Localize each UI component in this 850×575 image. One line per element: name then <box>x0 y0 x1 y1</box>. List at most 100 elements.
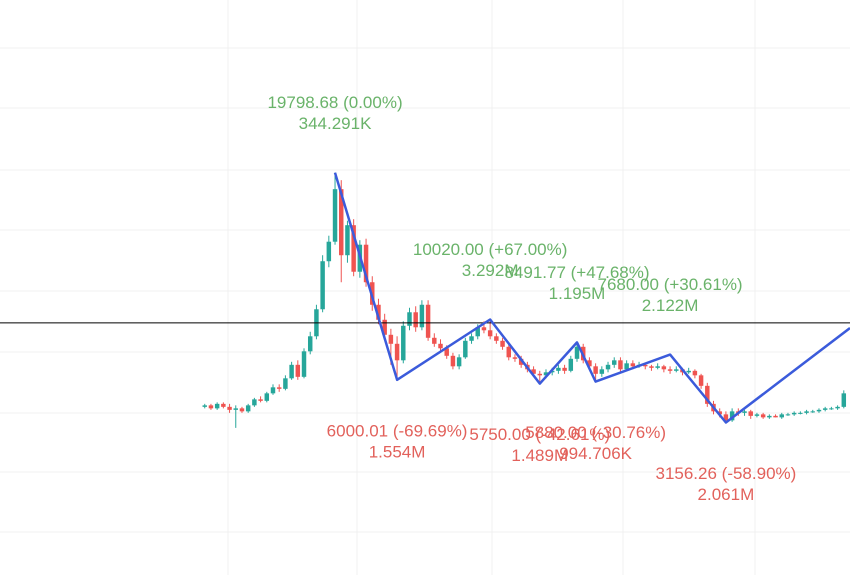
pivot-volume: 2.122M <box>642 296 699 315</box>
candle-body <box>221 403 226 407</box>
candle-body <box>339 189 344 256</box>
candle-body <box>413 312 418 328</box>
candle-body <box>748 411 753 416</box>
candle-body <box>264 393 270 401</box>
candle-body <box>791 412 797 415</box>
candle-body <box>394 343 400 361</box>
candle-body <box>345 225 350 256</box>
candle-body <box>208 405 214 409</box>
candle-body <box>419 304 425 328</box>
candle-body <box>723 414 729 421</box>
candle-body <box>245 405 251 412</box>
pivot-label: 8491.77 (+47.68%) <box>504 263 649 282</box>
candle-body <box>698 375 704 386</box>
candle-body <box>624 363 629 370</box>
candle-body <box>233 408 238 410</box>
candle-body <box>562 367 567 371</box>
pivot-volume: 1.195M <box>549 284 606 303</box>
candle-body <box>307 336 313 352</box>
candle-body <box>674 369 679 371</box>
candle-body <box>407 312 412 326</box>
candle-body <box>556 367 561 371</box>
candle-body <box>283 378 288 389</box>
candle-body <box>463 340 468 358</box>
candle-body <box>816 409 822 412</box>
candle-body <box>202 405 207 407</box>
candle-body <box>835 406 840 409</box>
candle-body <box>568 358 574 371</box>
candle-body <box>450 355 456 367</box>
candle-body <box>351 225 356 272</box>
candle-body <box>512 357 518 359</box>
candle-body <box>754 414 760 416</box>
candle-body <box>425 304 431 338</box>
candle-body <box>612 360 617 365</box>
zigzag-line <box>333 172 850 424</box>
candle-body <box>760 414 766 418</box>
candle-body <box>829 408 834 410</box>
candle-body <box>705 385 710 404</box>
pivot-volume: 2.061M <box>698 485 755 504</box>
candle-body <box>729 411 735 421</box>
candle-body <box>661 366 667 370</box>
candle-body <box>822 408 828 410</box>
candle-body <box>798 412 803 414</box>
candle-body <box>289 364 294 379</box>
pivot-volume: 1.489M <box>511 446 568 465</box>
candle-body <box>804 411 809 413</box>
candle-body <box>382 319 387 335</box>
candle-body <box>444 348 449 356</box>
candle-body <box>599 369 605 374</box>
candle-body <box>326 241 332 262</box>
candle-body <box>258 399 263 401</box>
candle-body <box>649 366 654 368</box>
candle-body <box>332 189 338 242</box>
pivot-volume: 1.554M <box>369 442 426 461</box>
candle-body <box>692 370 698 376</box>
candle-body <box>643 364 648 367</box>
candle-body <box>270 387 276 394</box>
candle-body <box>518 358 524 365</box>
candle-body <box>456 357 462 367</box>
candle-body <box>543 372 549 376</box>
candle-body <box>301 351 307 377</box>
candle-body <box>469 336 474 341</box>
candle-body <box>593 366 598 374</box>
candle-body <box>388 334 394 344</box>
candle-body <box>767 415 772 418</box>
candle-body <box>276 387 282 389</box>
candle-body <box>630 363 636 367</box>
candle-body <box>841 393 847 407</box>
candle-body <box>667 369 673 371</box>
pivot-volume: 3.292M <box>462 261 519 280</box>
candle-body <box>785 414 791 416</box>
candle-body <box>401 325 406 361</box>
candle-body <box>773 415 778 418</box>
pivot-label: 10020.00 (+67.00%) <box>413 240 568 259</box>
candle-body <box>239 408 245 412</box>
candle-body <box>214 403 220 409</box>
pivot-label: 3156.26 (-58.90%) <box>655 464 796 483</box>
candle-body <box>320 261 325 310</box>
candle-body <box>475 327 480 337</box>
candle-body <box>500 340 505 347</box>
candle-body <box>537 373 543 376</box>
candle-body <box>438 343 443 349</box>
candle-body <box>618 360 623 370</box>
pivot-label: 19798.68 (0.00%) <box>267 93 402 112</box>
candle-body <box>252 399 257 406</box>
pivot-volume: 994.706K <box>559 444 632 463</box>
candle-body <box>779 414 784 418</box>
candle-body <box>587 360 592 367</box>
candle-body <box>295 364 301 377</box>
candle-body <box>487 330 493 337</box>
pivot-label: 6000.01 (-69.69%) <box>327 421 468 440</box>
pivot-label: 5880.00 (-30.76%) <box>525 423 666 442</box>
candle-body <box>227 406 232 410</box>
candle-body <box>574 346 580 359</box>
pivot-volume: 344.291K <box>299 114 372 133</box>
pivot-label: 7680.00 (+30.61%) <box>598 275 743 294</box>
candle-body <box>481 327 487 331</box>
candle-body <box>655 366 660 368</box>
